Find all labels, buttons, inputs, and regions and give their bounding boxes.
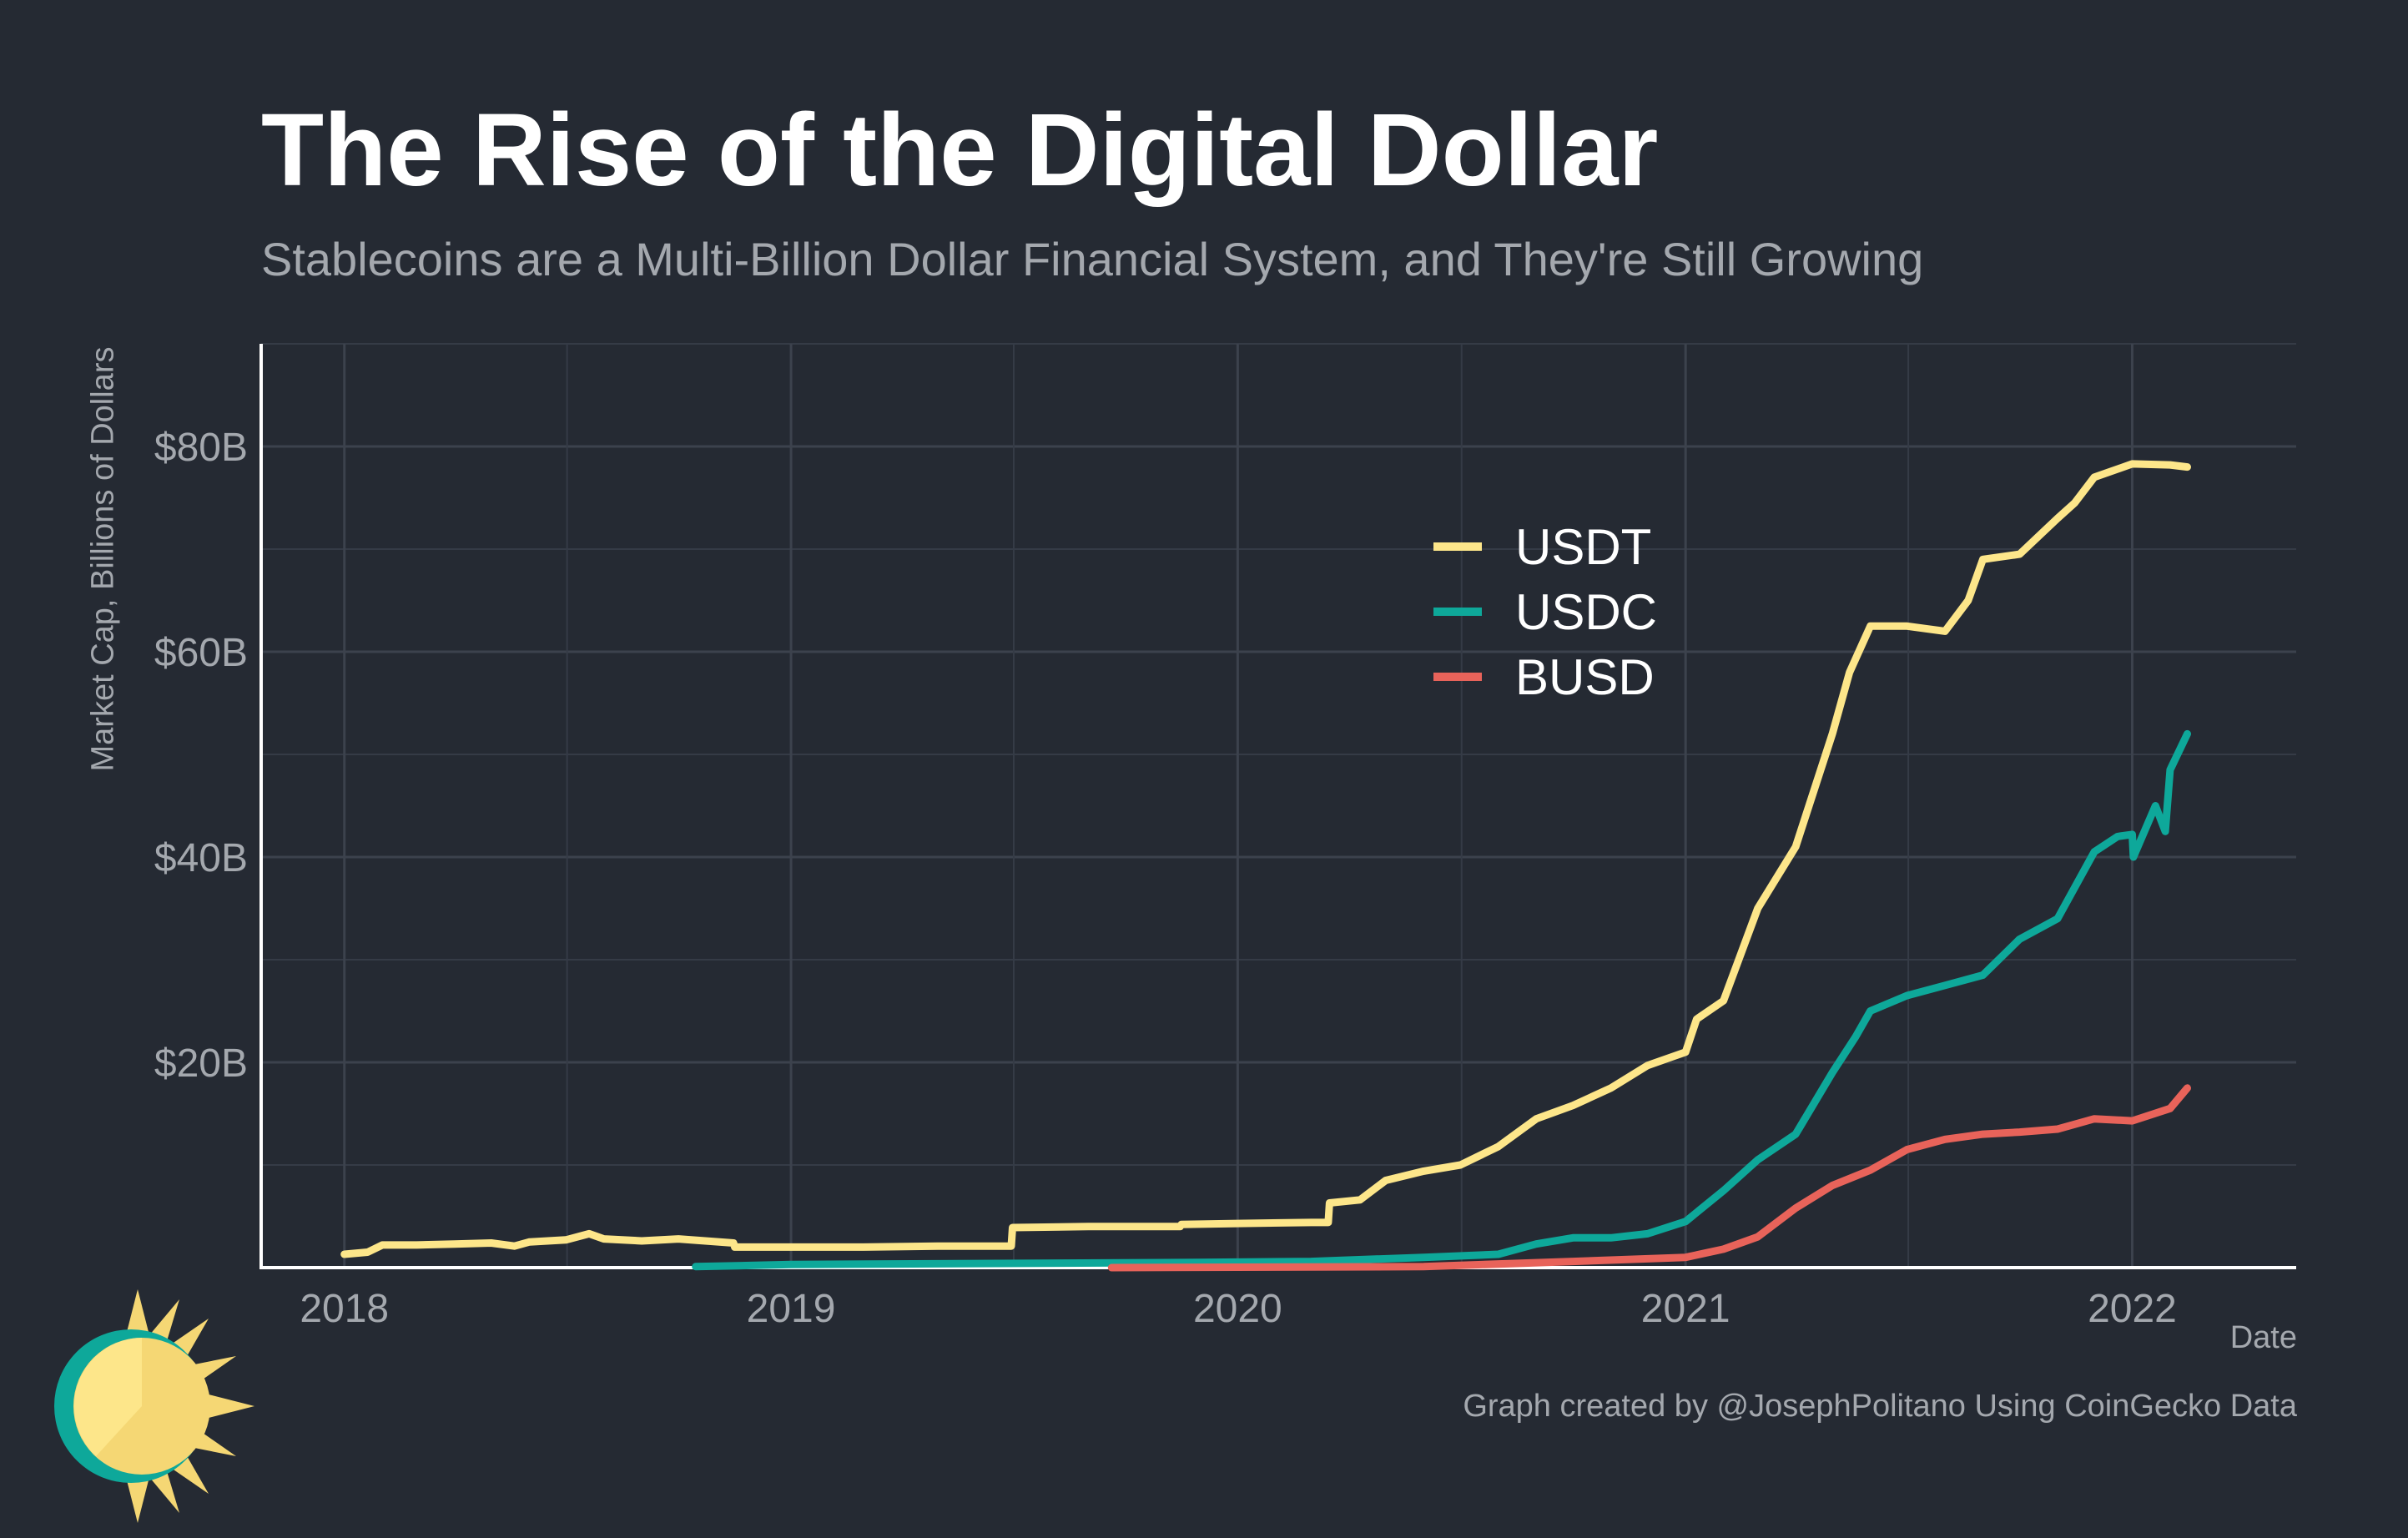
y-tick-label: $40B bbox=[154, 836, 248, 880]
grid-lines bbox=[261, 343, 2296, 1268]
legend: USDT USDC BUSD bbox=[1433, 519, 1657, 705]
series-line-usdt bbox=[340, 460, 2191, 1258]
legend-label: BUSD bbox=[1515, 649, 1655, 705]
x-tick-label: 2021 bbox=[1641, 1287, 1730, 1331]
x-tick-label: 2020 bbox=[1193, 1287, 1282, 1331]
x-tick-label: 2019 bbox=[747, 1287, 836, 1331]
legend-label: USDT bbox=[1515, 519, 1651, 575]
x-tick-label: 2018 bbox=[300, 1287, 389, 1331]
x-axis-label: Date bbox=[2229, 1320, 2297, 1355]
sun-logo-icon bbox=[54, 1289, 254, 1523]
chart-title: The Rise of the Digital Dollar bbox=[261, 93, 1659, 208]
tick-labels: $20B $40B $60B $80B 2018 2019 2020 2021 2022 bbox=[154, 426, 2177, 1331]
legend-label: USDC bbox=[1515, 584, 1657, 640]
series-lines bbox=[340, 460, 2191, 1272]
y-tick-label: $80B bbox=[154, 426, 248, 470]
series-line-usdc bbox=[692, 729, 2191, 1271]
series-line-busd bbox=[1107, 1084, 2191, 1272]
chart-caption: Graph created by @JosephPolitano Using C… bbox=[1463, 1389, 2297, 1424]
y-tick-label: $20B bbox=[154, 1041, 248, 1086]
y-tick-label: $60B bbox=[154, 631, 248, 675]
x-tick-label: 2022 bbox=[2088, 1287, 2177, 1331]
chart-subtitle: Stablecoins are a Multi-Billion Dollar F… bbox=[261, 233, 1924, 285]
